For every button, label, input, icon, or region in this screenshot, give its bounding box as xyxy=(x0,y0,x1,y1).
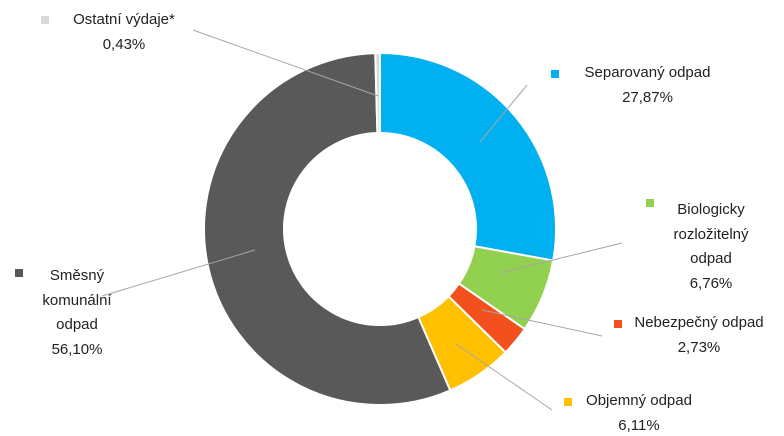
donut-slice xyxy=(379,51,557,262)
category-label: Separovaný odpad xyxy=(584,64,711,81)
leader-line xyxy=(499,242,623,274)
category-label: Objemný odpad xyxy=(586,392,692,409)
leader-line xyxy=(455,343,553,411)
value-label: 27,87% xyxy=(622,88,673,106)
legend-swatch xyxy=(551,70,559,78)
slice-label: Separovaný odpad 27,87% xyxy=(565,61,730,110)
slice-label: Směsný komunální odpad 56,10% xyxy=(35,264,119,362)
legend-swatch xyxy=(614,320,622,328)
slice-label: Objemný odpad 6,11% xyxy=(578,389,700,436)
leader-line xyxy=(192,29,379,97)
value-label: 6,11% xyxy=(618,416,660,434)
leader-line xyxy=(479,84,528,143)
leader-line xyxy=(481,309,603,337)
legend-swatch xyxy=(564,398,572,406)
category-label: Biologicky rozložitelný odpad xyxy=(673,201,749,267)
slice-label: Biologicky rozložitelný odpad 6,76% xyxy=(660,198,762,296)
value-label: 56,10% xyxy=(51,340,103,358)
category-label: Nebezpečný odpad xyxy=(634,314,764,331)
category-label: Směsný komunální odpad xyxy=(42,267,112,333)
slice-label: Ostatní výdaje* 0,43% xyxy=(55,8,193,57)
donut-slice xyxy=(374,51,381,135)
legend-swatch xyxy=(646,199,654,207)
donut-slice xyxy=(203,52,452,406)
legend-swatch xyxy=(15,269,23,277)
legend-swatch xyxy=(41,16,49,24)
leader-line xyxy=(101,249,256,297)
category-label: Ostatní výdaje* xyxy=(73,11,175,28)
value-label: 0,43% xyxy=(102,35,146,53)
value-label: 2,73% xyxy=(677,338,721,356)
slice-label: Nebezpečný odpad 2,73% xyxy=(628,311,770,360)
value-label: 6,76% xyxy=(689,274,733,292)
